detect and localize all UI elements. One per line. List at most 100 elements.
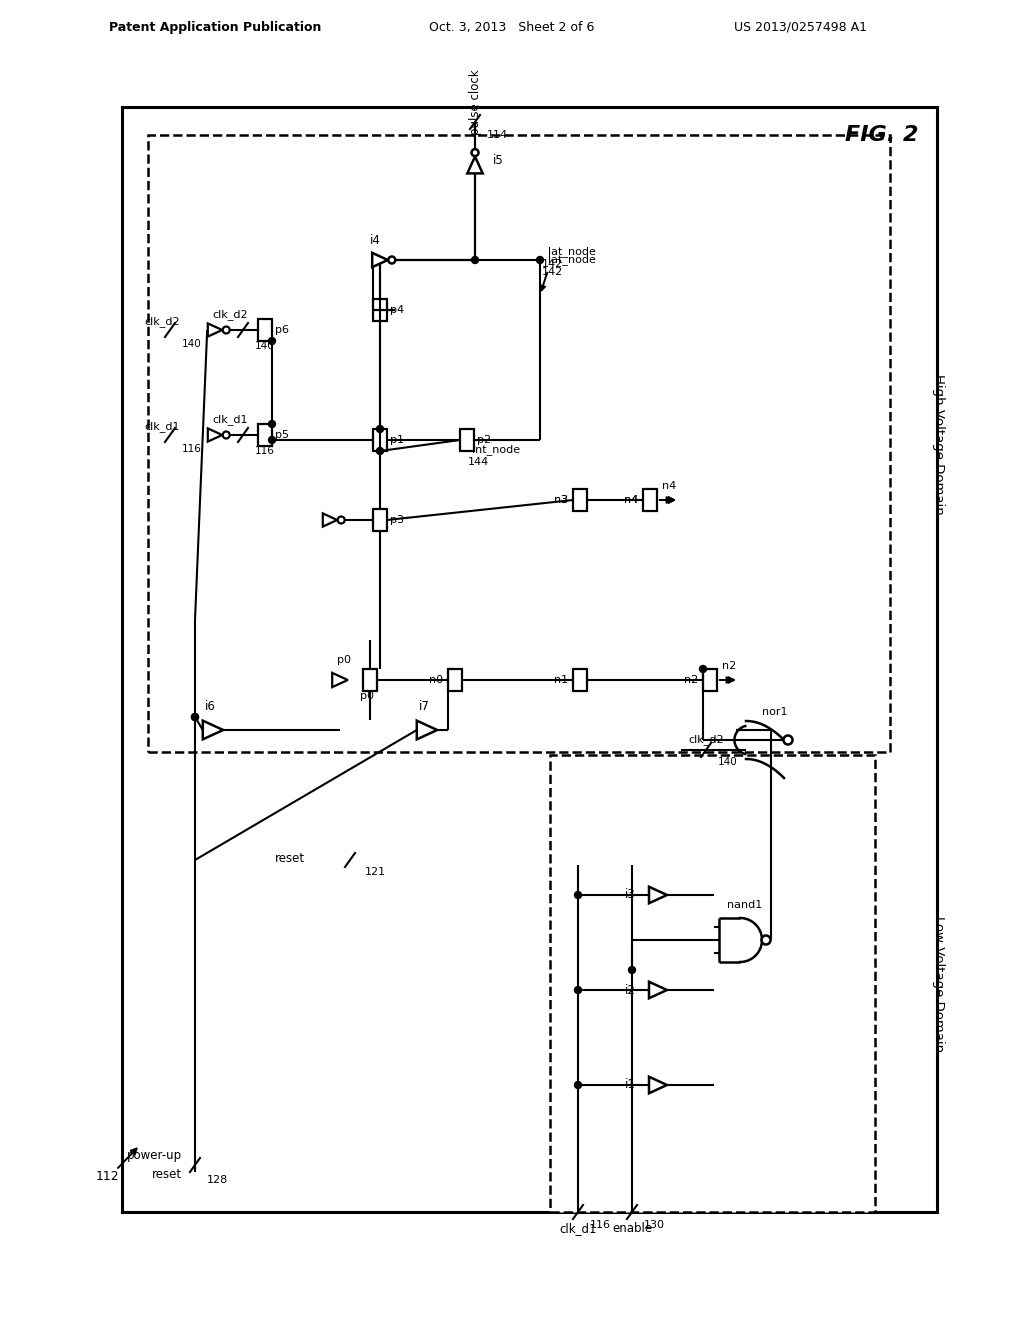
Text: power-up: power-up	[127, 1148, 182, 1162]
Bar	[573, 488, 587, 511]
Bar	[460, 429, 474, 451]
Text: lat_node: lat_node	[548, 255, 596, 265]
Text: 116: 116	[182, 444, 202, 454]
Circle shape	[574, 1081, 582, 1089]
Text: 130: 130	[644, 1220, 665, 1230]
Circle shape	[191, 714, 199, 721]
Bar	[373, 300, 387, 321]
Text: n2: n2	[722, 661, 736, 671]
Text: clk_d1: clk_d1	[213, 414, 248, 425]
Text: Patent Application Publication: Patent Application Publication	[109, 21, 322, 33]
Bar	[122, 107, 937, 1212]
Text: n1: n1	[554, 675, 568, 685]
Text: clk_d1: clk_d1	[144, 421, 180, 433]
Circle shape	[574, 986, 582, 994]
Bar	[449, 669, 462, 690]
Bar	[550, 755, 874, 1212]
Text: nor1: nor1	[762, 708, 787, 717]
Text: 112: 112	[95, 1171, 119, 1184]
Bar	[258, 424, 272, 446]
Text: lat_node: lat_node	[548, 247, 596, 257]
Text: p6: p6	[275, 325, 289, 335]
Text: n0: n0	[429, 675, 443, 685]
Polygon shape	[649, 887, 667, 903]
Circle shape	[222, 432, 229, 438]
Circle shape	[783, 735, 793, 744]
Bar	[148, 135, 890, 752]
Circle shape	[537, 256, 544, 264]
Text: Oct. 3, 2013   Sheet 2 of 6: Oct. 3, 2013 Sheet 2 of 6	[429, 21, 595, 33]
Text: p4: p4	[390, 305, 404, 315]
Circle shape	[377, 425, 384, 433]
Text: p2: p2	[477, 436, 492, 445]
Circle shape	[268, 421, 275, 428]
Circle shape	[388, 256, 395, 264]
Polygon shape	[208, 323, 222, 337]
Polygon shape	[323, 513, 337, 527]
Text: 121: 121	[365, 867, 386, 876]
Circle shape	[574, 891, 582, 899]
Circle shape	[268, 437, 275, 444]
Text: clk_d2: clk_d2	[688, 734, 724, 746]
Text: clk_d2: clk_d2	[212, 310, 248, 321]
Text: i4: i4	[370, 234, 381, 247]
Text: 128: 128	[207, 1175, 228, 1185]
Text: i2: i2	[625, 983, 636, 997]
Text: 114: 114	[487, 129, 508, 140]
Text: int_node: int_node	[472, 445, 520, 455]
Text: enable: enable	[612, 1222, 652, 1236]
Text: p3: p3	[390, 515, 404, 525]
Circle shape	[222, 326, 229, 334]
Text: 142: 142	[542, 267, 563, 277]
Polygon shape	[203, 721, 223, 739]
Polygon shape	[208, 429, 222, 442]
Text: 116: 116	[255, 446, 274, 455]
Circle shape	[471, 256, 478, 264]
Text: n3: n3	[554, 495, 568, 506]
Bar	[573, 669, 587, 690]
Text: clk_d2: clk_d2	[144, 317, 180, 327]
Text: pulse clock: pulse clock	[469, 69, 481, 135]
Text: US 2013/0257498 A1: US 2013/0257498 A1	[733, 21, 866, 33]
Text: clk_d1: clk_d1	[559, 1222, 597, 1236]
Text: n4: n4	[662, 480, 676, 491]
Text: i3: i3	[625, 888, 635, 902]
Bar	[373, 510, 387, 531]
Text: i5: i5	[493, 153, 504, 166]
Polygon shape	[467, 157, 482, 173]
Text: p1: p1	[390, 436, 404, 445]
Text: i7: i7	[419, 701, 429, 714]
Text: 142: 142	[542, 259, 563, 269]
Circle shape	[377, 447, 384, 454]
Circle shape	[699, 665, 707, 672]
Text: n4: n4	[624, 495, 638, 506]
Circle shape	[268, 338, 275, 345]
Text: nand1: nand1	[727, 900, 763, 909]
Circle shape	[629, 966, 636, 974]
Text: 140: 140	[718, 756, 737, 767]
Circle shape	[191, 714, 199, 721]
Text: n4: n4	[624, 495, 638, 506]
Bar	[703, 669, 717, 690]
Text: 116: 116	[590, 1220, 611, 1230]
Text: i6: i6	[205, 701, 215, 714]
Polygon shape	[417, 721, 437, 739]
Circle shape	[471, 149, 478, 156]
Bar	[643, 488, 657, 511]
Text: p0: p0	[360, 690, 374, 701]
Text: 140: 140	[182, 339, 202, 348]
Polygon shape	[372, 253, 388, 267]
Text: n2: n2	[684, 675, 698, 685]
Text: p0: p0	[337, 655, 351, 665]
Bar	[362, 669, 377, 690]
Circle shape	[338, 516, 345, 524]
Polygon shape	[649, 982, 667, 998]
Text: reset: reset	[274, 851, 305, 865]
Polygon shape	[649, 1077, 667, 1093]
Text: 144: 144	[468, 457, 489, 467]
Bar	[373, 429, 387, 451]
Text: FIG. 2: FIG. 2	[845, 125, 919, 145]
Polygon shape	[332, 673, 348, 688]
Text: High Voltage Domain: High Voltage Domain	[932, 374, 944, 515]
Text: p5: p5	[275, 430, 289, 440]
